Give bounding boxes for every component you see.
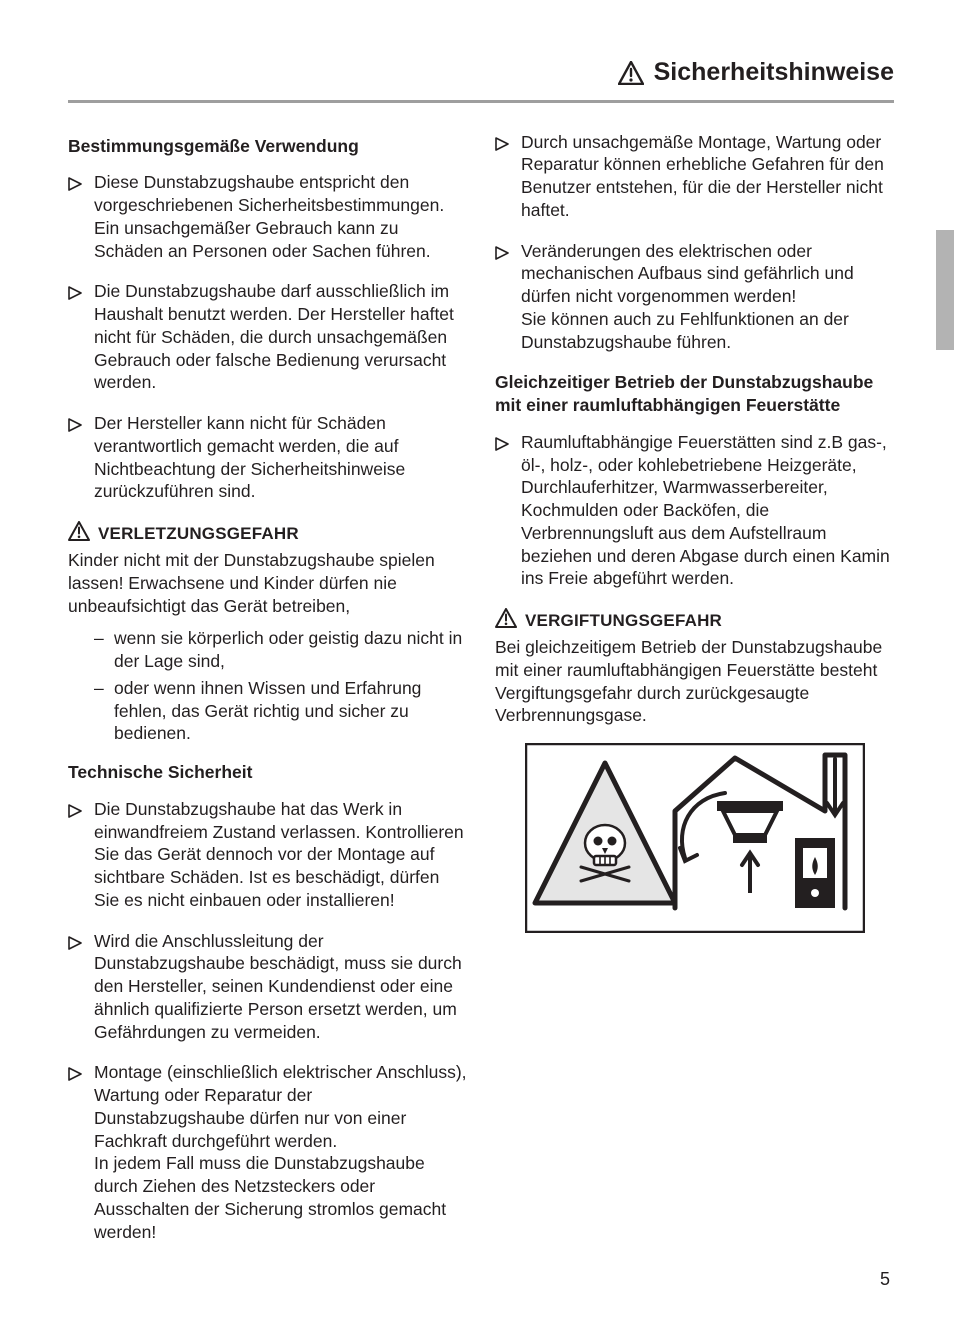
paragraph-text: Diese Dunstabzugshaube entspricht den vo… <box>94 172 444 260</box>
triangle-bullet-icon <box>68 174 82 197</box>
hazard-diagram-icon <box>525 743 865 933</box>
paragraph: Raumluftabhängige Feuerstätten sind z.B … <box>495 431 894 590</box>
triangle-bullet-icon <box>68 283 82 306</box>
paragraph-text: Durch unsachgemäße Montage, Wartung oder… <box>521 132 884 220</box>
paragraph: Wird die Anschlussleitung der Dunstabzug… <box>68 930 467 1044</box>
triangle-bullet-icon <box>495 134 509 157</box>
paragraph: Diese Dunstabzugshaube entspricht den vo… <box>68 171 467 262</box>
heading-simultaneous: Gleichzeitiger Betrieb der Dunstabzugs­h… <box>495 371 894 417</box>
document-page: Sicherheitshinweise Bestimmungsgemäße Ve… <box>0 0 954 1326</box>
paragraph-text: Der Hersteller kann nicht für Schäden ve… <box>94 413 405 501</box>
heading-usage: Bestimmungsgemäße Verwendung <box>68 135 467 158</box>
list-item-text: oder wenn ihnen Wissen und Erfahrung feh… <box>114 678 421 744</box>
page-number: 5 <box>880 1269 890 1290</box>
triangle-bullet-icon <box>495 243 509 266</box>
dash-list: wenn sie körperlich oder geistig dazu ni… <box>68 627 467 745</box>
warning-title: VERGIFTUNGSGEFAHR <box>525 610 722 632</box>
warning-body: Kinder nicht mit der Dunstabzugshaube sp… <box>68 549 467 617</box>
paragraph-text: Wird die Anschlussleitung der Dunstabzug… <box>94 931 462 1042</box>
page-header: Sicherheitshinweise <box>68 58 894 90</box>
paragraph: Veränderungen des elektrischen oder mech… <box>495 240 894 354</box>
content-columns: Bestimmungsgemäße Verwendung Diese Dunst… <box>68 131 894 1262</box>
paragraph-text: Raumluftabhängige Feuerstätten sind z.B … <box>521 432 890 589</box>
warning-triangle-icon <box>618 61 644 85</box>
right-column: Durch unsachgemäße Montage, Wartung oder… <box>495 131 894 1262</box>
left-column: Bestimmungsgemäße Verwendung Diese Dunst… <box>68 131 467 1262</box>
triangle-bullet-icon <box>68 415 82 438</box>
warning-triangle-icon <box>68 521 90 547</box>
warning-body: Bei gleichzeitigem Betrieb der Dunstabzu… <box>495 636 894 727</box>
list-item-text: wenn sie körperlich oder geistig dazu ni… <box>114 628 462 671</box>
page-header-title: Sicherheitshinweise <box>654 58 894 87</box>
paragraph-text: Veränderungen des elektrischen oder mech… <box>521 241 854 352</box>
side-tab-marker <box>936 230 954 350</box>
poisoning-diagram <box>495 743 894 933</box>
triangle-bullet-icon <box>68 801 82 824</box>
warning-title: VERLETZUNGSGEFAHR <box>98 523 299 545</box>
paragraph: Durch unsachgemäße Montage, Wartung oder… <box>495 131 894 222</box>
paragraph: Montage (einschließlich elektrischer Ans… <box>68 1061 467 1243</box>
paragraph-text: Die Dunstabzugshaube darf ausschließlich… <box>94 281 454 392</box>
paragraph-text: Montage (einschließlich elektrischer Ans… <box>94 1062 467 1241</box>
triangle-bullet-icon <box>68 933 82 956</box>
warning-triangle-icon <box>495 608 517 634</box>
paragraph: Der Hersteller kann nicht für Schäden ve… <box>68 412 467 503</box>
paragraph: Die Dunstabzugshaube darf ausschließlich… <box>68 280 467 394</box>
list-item: wenn sie körperlich oder geistig dazu ni… <box>94 627 467 673</box>
paragraph: Die Dunstabzugshaube hat das Werk in ein… <box>68 798 467 912</box>
warning-poisoning: VERGIFTUNGSGEFAHR Bei gleichzeitigem Bet… <box>495 608 894 727</box>
triangle-bullet-icon <box>495 434 509 457</box>
triangle-bullet-icon <box>68 1064 82 1087</box>
warning-injury: VERLETZUNGSGEFAHR Kinder nicht mit der D… <box>68 521 467 617</box>
header-rule <box>68 100 894 103</box>
paragraph-text: Die Dunstabzugshaube hat das Werk in ein… <box>94 799 464 910</box>
heading-technical: Technische Sicherheit <box>68 761 467 784</box>
list-item: oder wenn ihnen Wissen und Erfahrung feh… <box>94 677 467 745</box>
